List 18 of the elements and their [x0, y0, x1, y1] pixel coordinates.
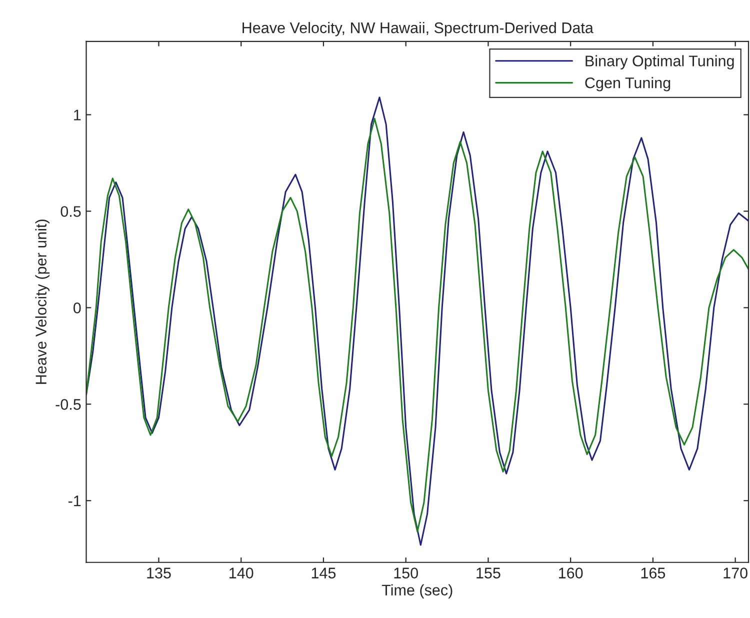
x-tick-label: 145 — [312, 568, 336, 578]
x-tick-label: 135 — [147, 568, 171, 578]
y-tick-label: 0.5 — [60, 206, 81, 217]
y-axis-title: Heave Velocity (per unit) — [35, 220, 50, 384]
chart-title: Heave Velocity, NW Hawaii, Spectrum-Derived Data — [242, 22, 594, 36]
y-tick-label: -1 — [68, 496, 81, 506]
y-tick-label: 0 — [73, 302, 81, 314]
x-tick-label: 160 — [559, 568, 583, 578]
x-axis-title: Time (sec) — [382, 584, 452, 598]
legend-label: Binary Optimal Tuning — [586, 55, 734, 70]
x-tick-label: 155 — [476, 568, 500, 578]
x-tick-label: 170 — [724, 568, 748, 578]
x-tick-label: 165 — [641, 568, 666, 578]
y-tick-label: 1 — [74, 110, 81, 120]
x-tick-label: 150 — [394, 568, 418, 578]
y-tick-label: -0.5 — [56, 399, 81, 410]
x-tick-label: 140 — [230, 568, 254, 578]
legend-label: Cgen Tuning — [585, 77, 670, 92]
